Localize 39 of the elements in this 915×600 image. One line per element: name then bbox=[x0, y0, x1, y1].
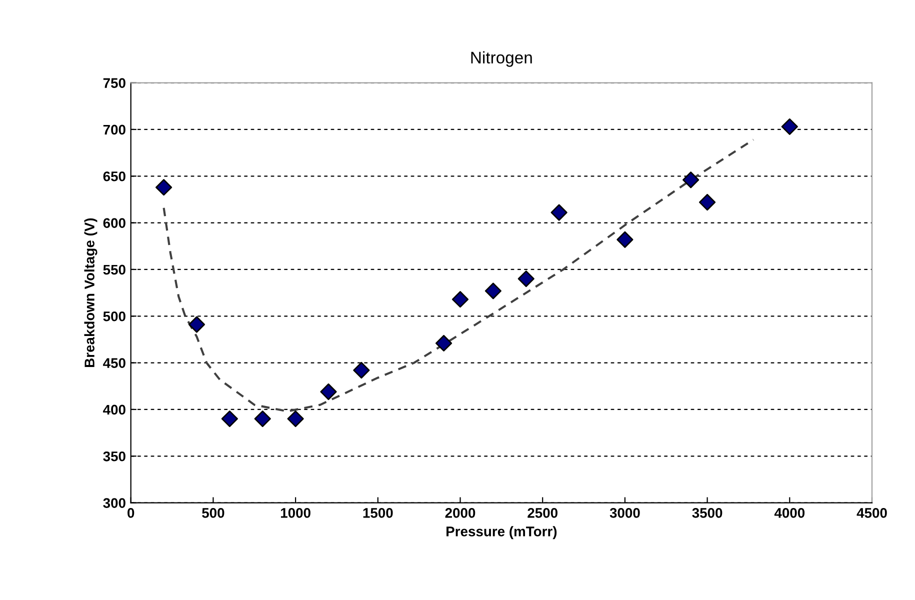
point bbox=[682, 172, 700, 188]
point bbox=[452, 291, 469, 308]
point bbox=[221, 410, 238, 428]
point bbox=[353, 362, 370, 379]
point bbox=[435, 334, 452, 352]
point bbox=[188, 316, 206, 333]
x-tick-label: 2000 bbox=[445, 508, 476, 518]
point bbox=[254, 410, 271, 428]
y-axis-title: Breakdown Voltage (V) bbox=[84, 218, 98, 367]
x-tick-label: 3000 bbox=[610, 508, 640, 518]
point bbox=[616, 231, 634, 248]
y-tick-label: 750 bbox=[103, 78, 126, 88]
x-tick-label: 4500 bbox=[856, 508, 887, 518]
point bbox=[320, 383, 337, 400]
point bbox=[518, 270, 534, 288]
point bbox=[781, 118, 798, 135]
y-tick-label: 550 bbox=[103, 264, 126, 275]
point bbox=[155, 179, 172, 196]
x-tick-label: 3500 bbox=[692, 508, 722, 518]
y-tick-label: 350 bbox=[103, 451, 126, 462]
point bbox=[698, 194, 716, 211]
y-tick-label: 450 bbox=[103, 358, 126, 368]
point bbox=[550, 204, 568, 221]
x-tick-label: 4000 bbox=[774, 508, 805, 518]
x-tick-label: 500 bbox=[202, 508, 224, 518]
y-tick-label: 400 bbox=[103, 404, 126, 415]
x-axis-title: Pressure (mTorr) bbox=[446, 526, 557, 540]
x-tick-label: 2500 bbox=[528, 508, 558, 518]
chart-title: Nitrogen bbox=[471, 51, 532, 67]
y-tick-label: 500 bbox=[103, 311, 126, 322]
y-tick-label: 650 bbox=[103, 171, 126, 182]
y-tick-label: 300 bbox=[103, 498, 126, 508]
point bbox=[287, 410, 304, 428]
x-tick-label: 0 bbox=[128, 508, 134, 518]
y-tick-label: 600 bbox=[103, 218, 126, 228]
x-tick-label: 1000 bbox=[280, 508, 310, 518]
x-tick-label: 1500 bbox=[363, 508, 393, 518]
point bbox=[484, 282, 502, 300]
y-tick-label: 700 bbox=[103, 124, 126, 135]
